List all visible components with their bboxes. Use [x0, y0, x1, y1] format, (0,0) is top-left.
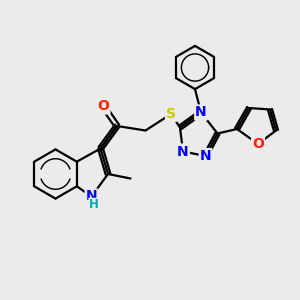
Text: N: N: [195, 106, 207, 119]
Text: N: N: [200, 149, 211, 163]
Text: N: N: [177, 145, 189, 158]
Text: O: O: [98, 100, 110, 113]
Text: H: H: [89, 198, 99, 212]
Text: N: N: [86, 190, 97, 203]
Text: S: S: [166, 107, 176, 121]
Text: O: O: [252, 137, 264, 151]
